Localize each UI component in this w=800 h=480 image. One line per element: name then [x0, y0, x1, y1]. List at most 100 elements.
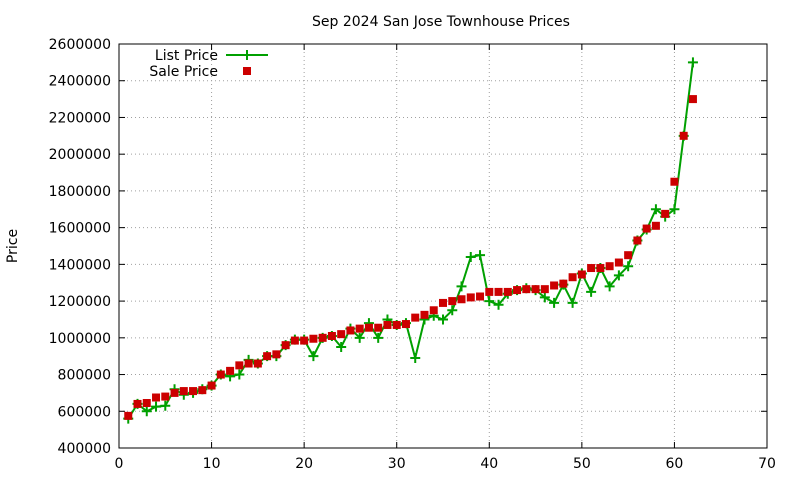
y-tick-label: 800000 — [58, 368, 111, 384]
data-point-list-price — [373, 332, 384, 343]
data-point-list-price — [493, 299, 504, 310]
y-tick-label: 2000000 — [49, 147, 111, 163]
data-point-sale-price — [531, 285, 540, 294]
data-point-sale-price — [550, 281, 559, 290]
data-point-sale-price — [364, 323, 373, 332]
legend: List Price Sale Price — [149, 48, 268, 80]
data-point-list-price — [613, 270, 624, 281]
data-point-list-price — [586, 286, 597, 297]
data-point-sale-price — [244, 359, 253, 368]
data-point-sale-price — [346, 326, 355, 335]
data-point-sale-price — [263, 352, 272, 361]
data-point-sale-price — [651, 221, 660, 230]
x-tick-label: 20 — [295, 456, 313, 472]
data-point-sale-price — [374, 323, 383, 332]
data-point-list-price — [308, 351, 319, 362]
data-point-list-price — [650, 204, 661, 215]
data-point-sale-price — [587, 264, 596, 273]
data-point-sale-price — [457, 295, 466, 304]
data-point-list-price — [160, 400, 171, 411]
data-point-sale-price — [642, 224, 651, 233]
plot-frame — [118, 43, 768, 449]
legend-label-sale-price: Sale Price — [149, 64, 218, 80]
y-axis-label: Price — [5, 229, 21, 263]
data-point-sale-price — [383, 320, 392, 329]
data-point-sale-price — [614, 258, 623, 267]
data-point-sale-price — [503, 287, 512, 296]
x-tick-label: 0 — [115, 456, 124, 472]
data-point-sale-price — [253, 359, 262, 368]
data-point-list-price — [438, 314, 448, 325]
data-point-sale-price — [179, 387, 188, 396]
data-point-list-price — [141, 406, 152, 417]
y-tick-label: 1400000 — [49, 257, 111, 273]
data-point-sale-price — [420, 310, 429, 319]
data-point-sale-price — [327, 331, 336, 340]
data-point-sale-price — [318, 333, 327, 342]
x-tick-label: 10 — [203, 456, 221, 472]
data-point-list-price — [234, 369, 245, 380]
y-tick-label: 400000 — [58, 441, 111, 457]
data-point-list-price — [623, 261, 634, 272]
legend-marker-list-price — [242, 50, 252, 60]
data-point-sale-price — [152, 393, 161, 402]
chart-title: Sep 2024 San Jose Townhouse Prices — [312, 14, 570, 30]
data-point-sale-price — [605, 262, 614, 271]
y-tick-label: 2200000 — [49, 110, 111, 126]
data-point-list-price — [151, 401, 162, 412]
data-point-sale-price — [161, 392, 170, 401]
data-point-sale-price — [448, 297, 457, 306]
data-point-sale-price — [272, 350, 281, 359]
data-point-sale-price — [670, 177, 679, 186]
data-point-sale-price — [688, 95, 697, 104]
y-tick-label: 600000 — [58, 404, 111, 420]
data-point-sale-price — [189, 387, 198, 396]
data-point-sale-price — [124, 411, 133, 420]
data-point-sale-price — [337, 330, 346, 339]
data-point-sale-price — [207, 381, 216, 390]
y-tick-label: 1800000 — [49, 184, 111, 200]
legend-label-list-price: List Price — [155, 48, 218, 64]
data-point-list-price — [687, 57, 698, 68]
data-point-sale-price — [300, 336, 309, 345]
data-point-sale-price — [624, 251, 633, 260]
data-point-list-price — [549, 297, 560, 308]
data-point-sale-price — [281, 341, 290, 350]
data-point-sale-price — [235, 361, 244, 370]
data-point-sale-price — [198, 386, 207, 395]
data-point-sale-price — [661, 209, 670, 218]
data-point-sale-price — [133, 399, 142, 408]
y-tick-label: 2600000 — [49, 37, 111, 53]
data-point-sale-price — [309, 334, 318, 343]
data-point-sale-price — [476, 292, 485, 301]
data-point-sale-price — [170, 388, 179, 397]
data-point-sale-price — [568, 273, 577, 282]
x-tick-label: 50 — [573, 456, 591, 472]
y-tick-label: 2400000 — [49, 74, 111, 90]
data-point-list-price — [669, 204, 680, 215]
data-point-list-price — [465, 252, 476, 263]
data-point-list-price — [539, 292, 550, 303]
data-point-sale-price — [355, 324, 364, 333]
y-tick-label: 1200000 — [49, 294, 111, 310]
grid-lines — [119, 44, 767, 448]
y-tick-label: 1600000 — [49, 221, 111, 237]
data-point-sale-price — [401, 320, 410, 329]
data-point-sale-price — [513, 286, 522, 295]
data-series — [123, 57, 698, 424]
series-list-price — [123, 57, 698, 424]
data-point-list-price — [447, 305, 458, 316]
y-tick-label: 1000000 — [49, 331, 111, 347]
data-point-sale-price — [439, 298, 447, 307]
data-point-list-price — [410, 353, 421, 364]
x-tick-label: 70 — [758, 456, 776, 472]
data-point-sale-price — [392, 320, 401, 329]
data-point-list-price — [484, 296, 495, 307]
x-tick-label: 40 — [480, 456, 498, 472]
data-point-list-price — [354, 332, 365, 343]
data-point-list-price — [336, 342, 347, 352]
data-point-sale-price — [559, 279, 568, 288]
data-point-sale-price — [494, 287, 503, 296]
data-point-sale-price — [540, 285, 549, 294]
